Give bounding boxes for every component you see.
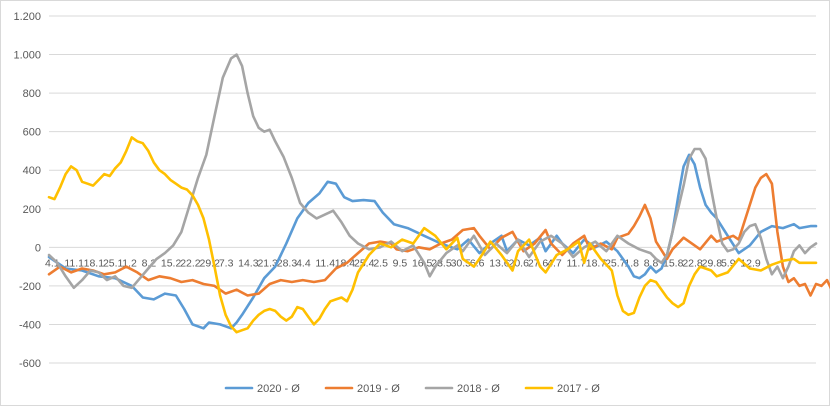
x-tick-label: 11.1 <box>64 257 84 269</box>
x-tick-label: 11.7 <box>566 257 586 269</box>
y-tick-label: 400 <box>23 165 41 177</box>
x-tick-label: 2.5 <box>373 257 388 269</box>
legend-label: 2020 - Ø <box>257 383 300 395</box>
x-tick-label: 22.8 <box>682 257 703 269</box>
y-tick-label: 0 <box>35 242 41 254</box>
x-tick-label: 28.3 <box>277 257 298 269</box>
x-tick-label: 25.7 <box>605 257 626 269</box>
x-tick-label: 7.3 <box>219 257 234 269</box>
x-tick-label: 22.2 <box>180 257 201 269</box>
y-tick-label: 800 <box>23 88 41 100</box>
x-tick-label: 8.2 <box>142 257 157 269</box>
x-tick-label: 15.2 <box>161 257 182 269</box>
y-tick-label: -400 <box>19 319 41 331</box>
y-tick-label: 600 <box>23 127 41 139</box>
legend-label: 2018 - Ø <box>457 383 500 395</box>
y-tick-label: -600 <box>19 358 41 370</box>
x-tick-label: 25.1 <box>103 257 124 269</box>
x-tick-label: 15.8 <box>663 257 684 269</box>
legend-label: 2017 - Ø <box>557 383 600 395</box>
y-tick-label: 1.000 <box>13 50 41 62</box>
series-line <box>47 136 818 334</box>
x-tick-label: 4.4 <box>296 257 311 269</box>
series-line <box>47 53 818 290</box>
x-tick-label: 8.8 <box>644 257 659 269</box>
x-tick-label: 18.1 <box>84 257 105 269</box>
x-tick-label: 9.5 <box>393 257 408 269</box>
x-tick-label: 21.3 <box>257 257 278 269</box>
x-tick-label: 16.5 <box>412 257 433 269</box>
series-line <box>47 153 818 330</box>
series-line <box>47 172 830 297</box>
y-tick-label: 1.200 <box>13 11 41 23</box>
x-tick-label: 14.3 <box>238 257 259 269</box>
x-tick-label: 29.8 <box>702 257 723 269</box>
x-tick-label: 29.2 <box>200 257 221 269</box>
x-tick-label: 11.4 <box>315 257 335 269</box>
legend-label: 2019 - Ø <box>357 383 400 395</box>
y-tick-label: -200 <box>19 281 41 293</box>
y-tick-label: 200 <box>23 204 41 216</box>
